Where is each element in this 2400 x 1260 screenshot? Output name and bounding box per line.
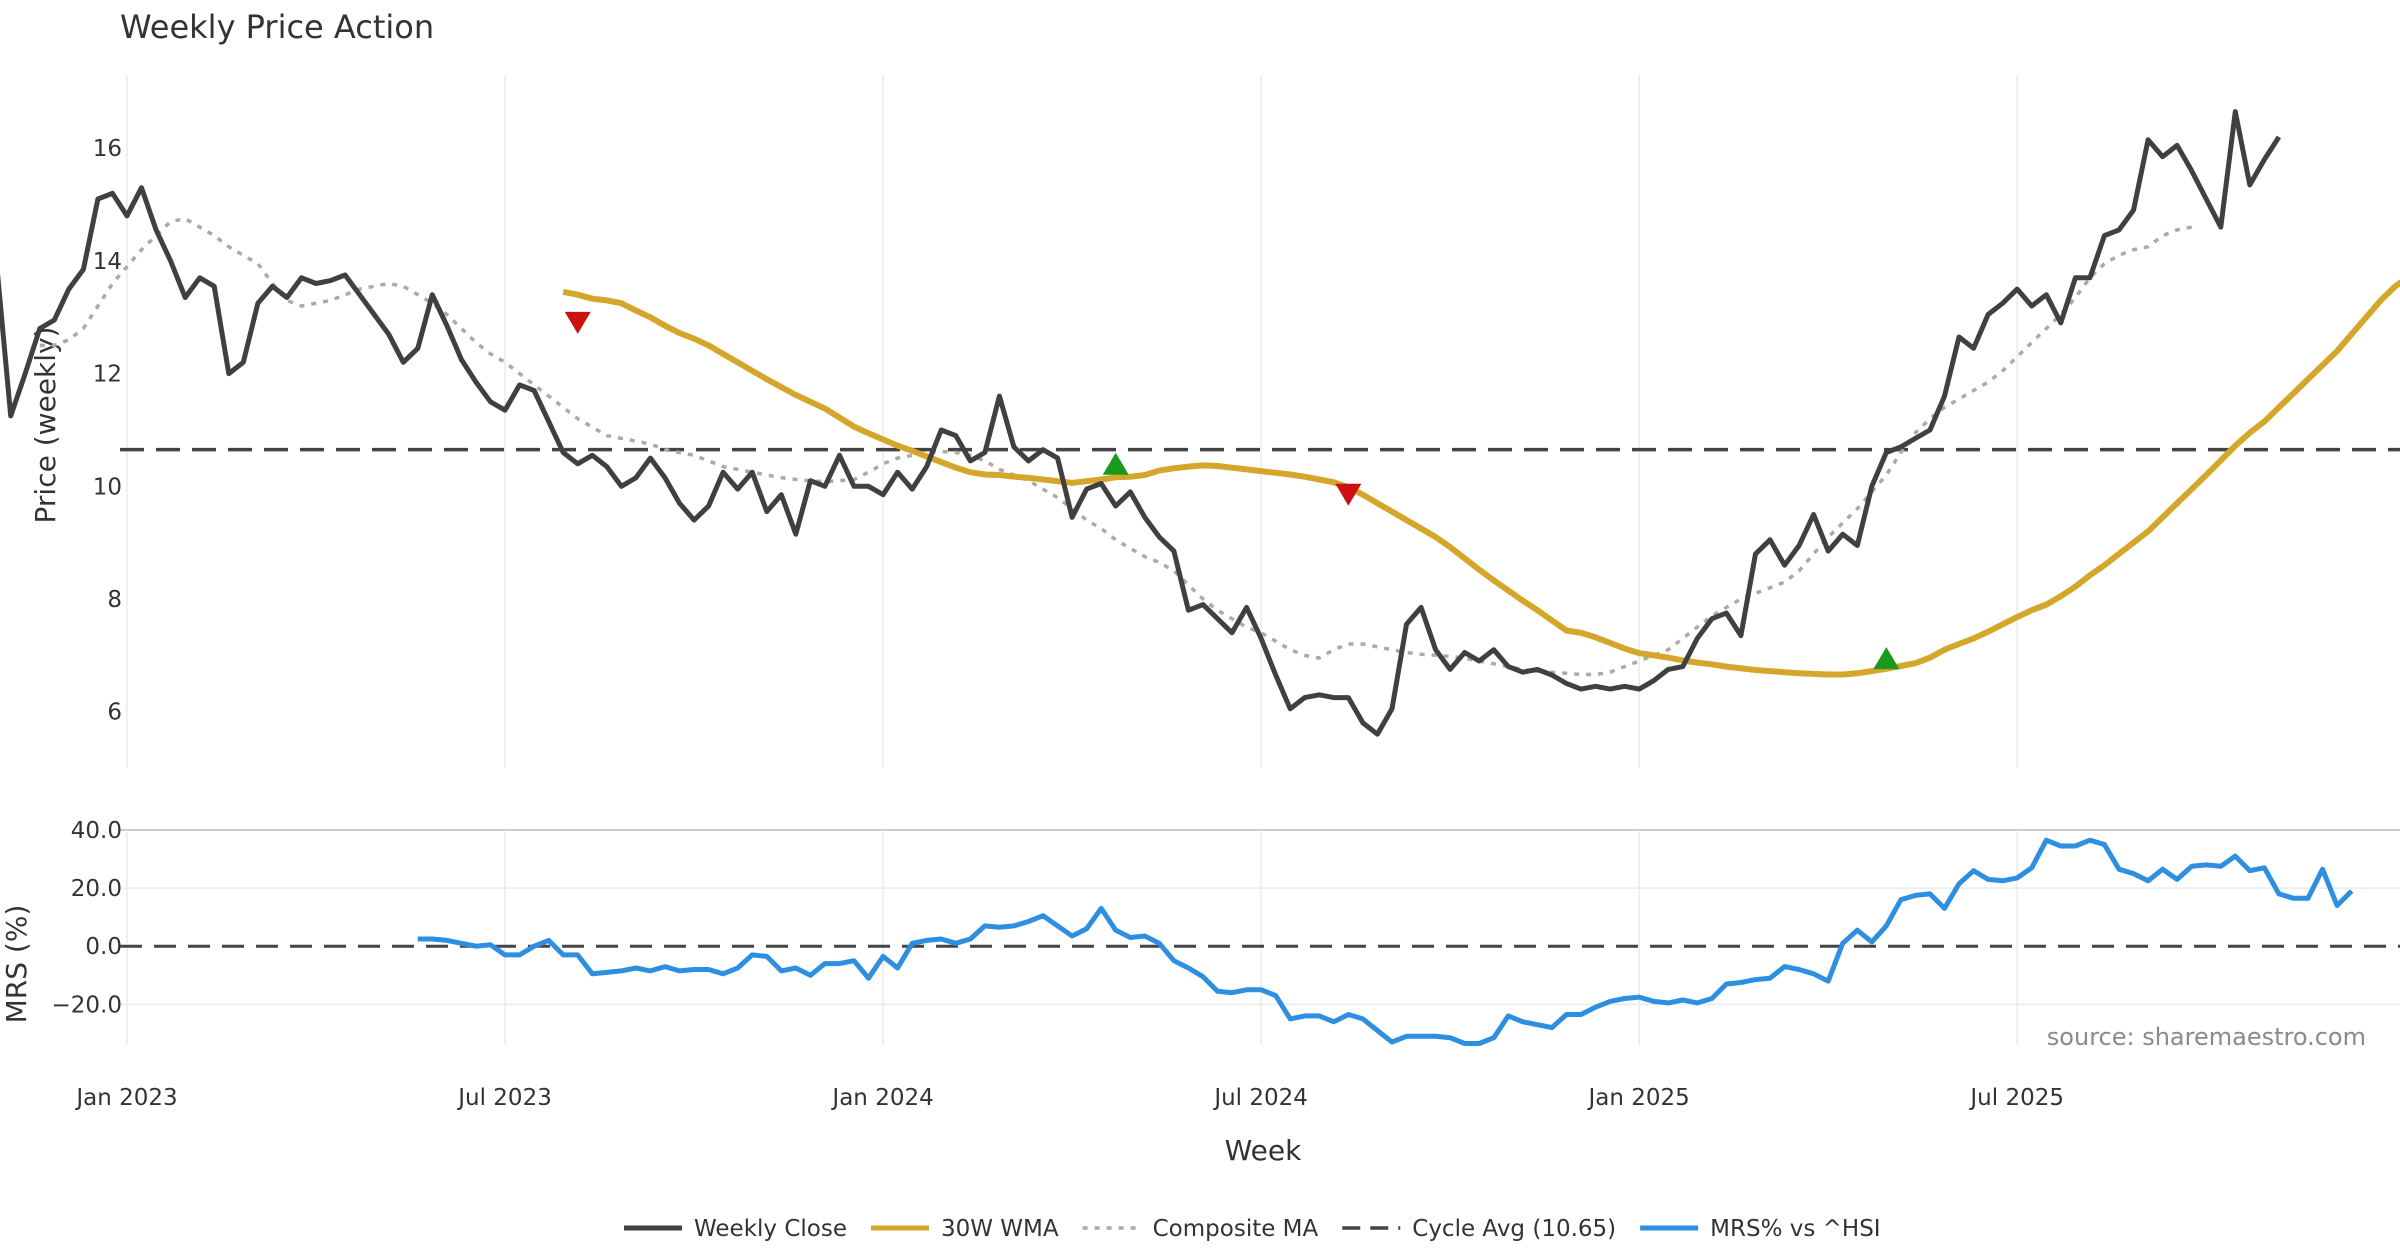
- x-tick-label: Jan 2025: [1587, 1085, 1690, 1111]
- buy-signal-marker: [1102, 452, 1129, 475]
- x-axis-label: Week: [1225, 1134, 1302, 1167]
- price-y-tick-label: 10: [93, 474, 122, 500]
- legend-label-cycle: Cycle Avg (10.65): [1412, 1216, 1616, 1242]
- mrs-panel: −20.0 0.0 20.0 40.0 MRS (%) source: sharema…: [0, 818, 2400, 1051]
- signal-markers: [564, 311, 1900, 670]
- price-y-axis-label: Price (weekly): [29, 327, 62, 524]
- legend: Weekly Close 30W WMA Composite MA Cycle Avg…: [624, 1216, 1881, 1242]
- composite-ma-line: [39, 216, 2193, 677]
- price-y-ticks: 6 8 10 12 14 16: [93, 136, 122, 725]
- mrs-grid: [120, 829, 2400, 1045]
- price-y-tick-label: 8: [107, 587, 122, 613]
- wma-30w-line: [562, 279, 2400, 678]
- buy-signal-marker: [1873, 647, 1900, 670]
- x-tick-label: Jul 2024: [1212, 1085, 1308, 1111]
- mrs-y-ticks: −20.0 0.0 20.0 40.0: [52, 818, 122, 1018]
- sell-signal-marker: [564, 311, 591, 334]
- price-y-tick-label: 6: [107, 700, 122, 726]
- price-y-tick-label: 16: [93, 136, 122, 162]
- mrs-y-tick-label: 40.0: [71, 818, 122, 844]
- mrs-line: [417, 837, 2354, 1046]
- x-tick-labels: Jan 2023 Jul 2023 Jan 2024 Jul 2024 Jan 2025…: [74, 1085, 2064, 1111]
- price-panel: 6 8 10 12 14 16 Price (weekly): [0, 75, 2400, 768]
- mrs-y-tick-label: −20.0: [52, 992, 122, 1018]
- x-tick-label: Jan 2024: [830, 1085, 933, 1111]
- legend-label-wma: 30W WMA: [941, 1216, 1059, 1242]
- price-grid: [126, 75, 2018, 768]
- chart-title: Weekly Price Action: [120, 8, 434, 46]
- price-y-tick-label: 12: [93, 362, 122, 388]
- mrs-y-axis-label: MRS (%): [0, 905, 33, 1024]
- price-y-tick-label: 14: [93, 249, 122, 275]
- mrs-y-tick-label: 0.0: [85, 934, 122, 960]
- legend-label-mrs: MRS% vs ^HSI: [1710, 1216, 1880, 1242]
- legend-label-composite: Composite MA: [1153, 1216, 1319, 1242]
- legend-label-close: Weekly Close: [694, 1216, 847, 1242]
- source-watermark: source: sharemaestro.com: [2047, 1023, 2366, 1051]
- sell-signal-marker: [1335, 483, 1362, 506]
- x-tick-label: Jul 2023: [456, 1085, 552, 1111]
- x-tick-label: Jan 2023: [74, 1085, 177, 1111]
- x-tick-label: Jul 2025: [1968, 1085, 2064, 1111]
- weekly-close-line: [0, 109, 2282, 737]
- mrs-y-tick-label: 20.0: [71, 876, 122, 902]
